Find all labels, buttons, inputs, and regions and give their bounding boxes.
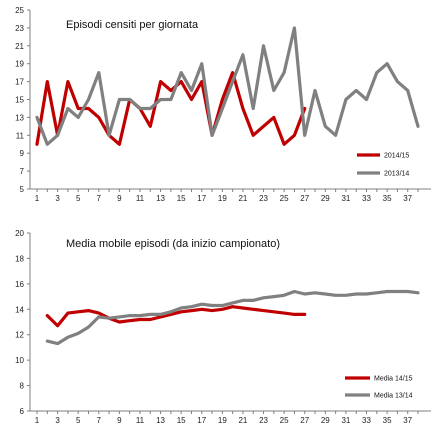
x-tick-label: 13 xyxy=(156,194,165,203)
y-tick-label: 25 xyxy=(15,6,24,15)
series-line-a xyxy=(45,305,307,328)
x-tick-label: 21 xyxy=(238,194,247,203)
y-tick-label: 8 xyxy=(20,382,25,391)
x-tick-label: 31 xyxy=(341,416,350,425)
x-tick-label: 15 xyxy=(177,194,186,203)
x-tick-label: 37 xyxy=(403,194,412,203)
y-tick-label: 20 xyxy=(15,229,24,238)
chart-title: Episodi censiti per giornata xyxy=(66,19,199,31)
x-tick-label: 9 xyxy=(117,194,122,203)
x-tick-label: 27 xyxy=(300,416,309,425)
y-tick-label: 9 xyxy=(20,149,25,158)
y-tick-label: 14 xyxy=(15,305,24,314)
y-tick-label: 21 xyxy=(15,42,24,51)
chart-title: Media mobile episodi (da inizio campiona… xyxy=(66,238,280,250)
y-tick-label: 6 xyxy=(20,407,25,416)
x-tick-label: 29 xyxy=(321,194,330,203)
x-tick-label: 17 xyxy=(197,416,206,425)
y-tick-label: 10 xyxy=(15,356,24,365)
y-tick-label: 7 xyxy=(20,167,25,176)
y-tick-label: 13 xyxy=(15,113,24,122)
y-tick-label: 17 xyxy=(15,78,24,87)
y-tick-label: 16 xyxy=(15,280,24,289)
y-tick-label: 19 xyxy=(15,60,24,69)
x-tick-label: 29 xyxy=(321,416,330,425)
x-tick-label: 21 xyxy=(238,416,247,425)
x-tick-label: 15 xyxy=(177,416,186,425)
x-tick-label: 7 xyxy=(97,194,102,203)
x-tick-label: 11 xyxy=(136,416,145,425)
x-tick-label: 27 xyxy=(300,194,309,203)
y-tick-label: 15 xyxy=(15,96,24,105)
x-tick-label: 5 xyxy=(76,194,81,203)
x-tick-label: 13 xyxy=(156,416,165,425)
x-tick-label: 3 xyxy=(55,194,60,203)
x-tick-label: 1 xyxy=(35,194,40,203)
legend-label: 2013/14 xyxy=(384,171,409,178)
legend-label: Media 13/14 xyxy=(374,393,413,400)
x-tick-label: 19 xyxy=(218,416,227,425)
x-tick-label: 33 xyxy=(362,416,371,425)
series-line-b xyxy=(35,26,420,146)
series-line-b xyxy=(45,289,420,346)
x-tick-label: 5 xyxy=(76,416,81,425)
y-tick-label: 12 xyxy=(15,331,24,340)
x-tick-label: 33 xyxy=(362,194,371,203)
y-tick-label: 5 xyxy=(20,185,25,194)
x-tick-label: 25 xyxy=(280,194,289,203)
x-tick-label: 25 xyxy=(280,416,289,425)
x-tick-label: 35 xyxy=(383,194,392,203)
x-tick-label: 7 xyxy=(97,416,102,425)
x-tick-label: 23 xyxy=(259,416,268,425)
x-tick-label: 3 xyxy=(55,416,60,425)
x-tick-label: 19 xyxy=(218,194,227,203)
y-tick-label: 11 xyxy=(16,131,25,140)
x-tick-label: 35 xyxy=(383,416,392,425)
x-tick-label: 9 xyxy=(117,416,122,425)
x-tick-label: 37 xyxy=(403,416,412,425)
x-tick-label: 31 xyxy=(341,194,350,203)
x-tick-label: 1 xyxy=(35,416,40,425)
x-tick-label: 17 xyxy=(197,194,206,203)
y-tick-label: 23 xyxy=(15,24,24,33)
x-tick-label: 11 xyxy=(136,194,145,203)
series-line-a xyxy=(35,70,307,146)
x-tick-label: 23 xyxy=(259,194,268,203)
legend-label: 2014/15 xyxy=(384,153,409,160)
y-tick-label: 18 xyxy=(15,254,24,263)
legend-label: Media 14/15 xyxy=(374,376,413,383)
